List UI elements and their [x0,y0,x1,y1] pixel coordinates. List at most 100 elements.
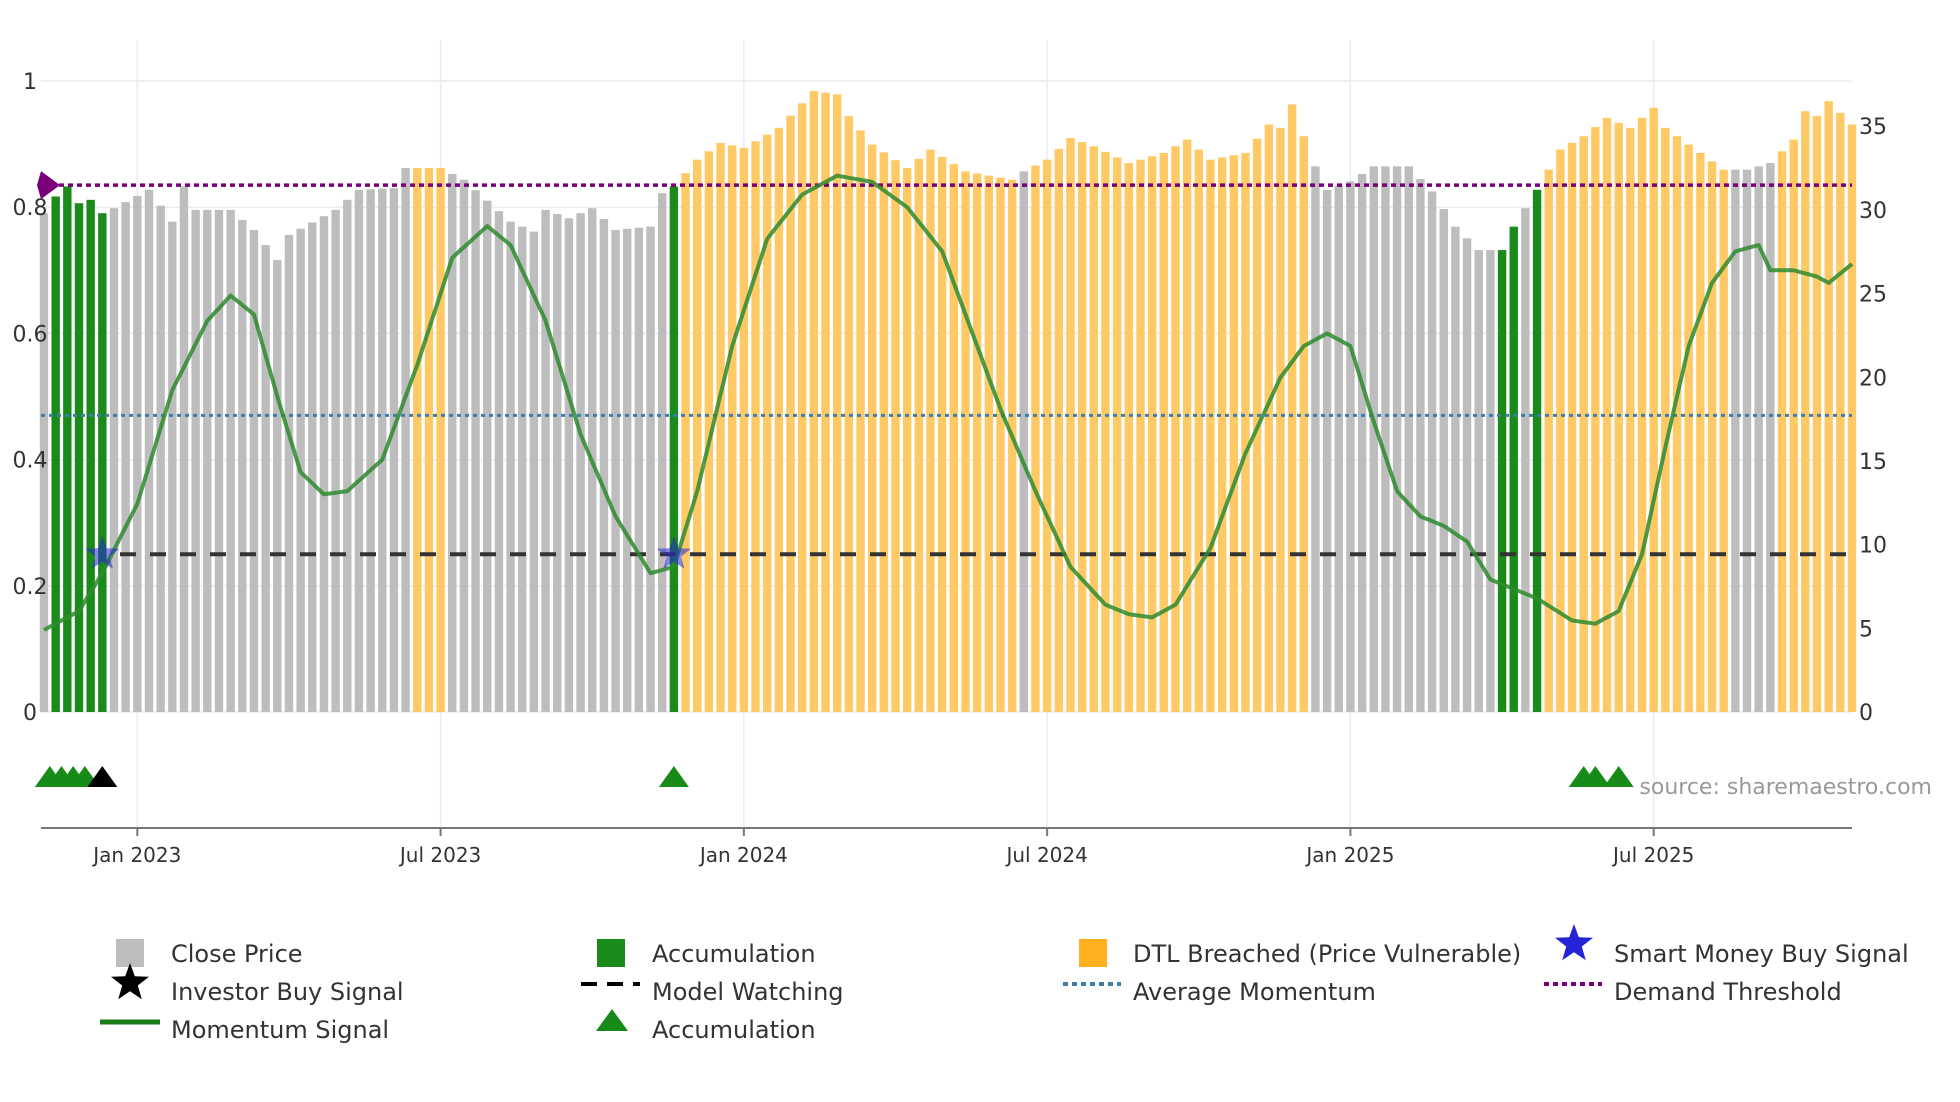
price-bar-close [319,216,329,712]
price-bar-close [494,211,504,712]
price-bar-dtl [821,92,830,713]
price-bar-dtl [949,164,959,712]
price-bar-dtl [937,156,947,712]
legend-item-accumulation-triangle: Accumulation [596,1009,816,1044]
price-bar-accumulation [98,213,107,713]
demand-threshold-marker [37,171,60,200]
price-bar-dtl [1241,152,1250,713]
price-bar-close [354,189,364,713]
price-bar-close [389,188,399,712]
price-bar-dtl [961,171,970,712]
x-tick-label: Jan 2025 [1304,843,1394,867]
y-right-tick-label: 25 [1859,283,1887,308]
price-bar-dtl [1182,139,1192,712]
price-bar-close [529,231,539,712]
price-bar-close [133,195,142,712]
price-bar-dtl [984,175,994,712]
price-bar-dtl [972,173,982,713]
legend-label-dtl-breached: DTL Breached (Price Vulnerable) [1133,940,1521,968]
price-bar-dtl [1579,136,1588,713]
momentum-line [43,173,1854,632]
price-bar-close [203,209,212,712]
price-bar-close [156,205,165,712]
price-bar-close [576,213,585,713]
price-bar-dtl [1194,149,1203,712]
price-bar-accumulation [1497,250,1507,713]
price-bar-close [179,186,189,712]
price-bar-close [1451,226,1460,712]
price-bar-close [1521,208,1530,712]
legend-item-average-momentum: Average Momentum [1063,978,1376,1006]
price-bar-dtl [1707,161,1717,713]
price-bar-close [401,168,410,712]
price-bar-close [366,189,375,713]
price-bar-close [238,219,247,713]
price-bar-dtl [1696,152,1705,713]
price-bar-dtl [797,103,807,712]
price-bar-close [553,214,562,712]
price-bar-close [483,200,492,713]
price-bar-close [1346,181,1355,713]
y-right-tick-label: 15 [1859,450,1887,475]
price-bar-close [564,218,574,712]
legend-item-smart-money: Smart Money Buy Signal [1555,924,1909,968]
price-bar-accumulation [74,203,84,712]
price-bar-dtl [1276,127,1285,713]
price-bar-accumulation [86,199,95,713]
price-bar-close [1381,166,1390,713]
price-bar-dtl [1801,111,1810,712]
price-bar-close [1019,171,1029,712]
price-bar-dtl [1042,159,1052,713]
price-bar-dtl [1229,155,1238,712]
legend-smart-money-star-icon [1555,924,1593,961]
price-bar-dtl [832,94,842,712]
y-left-tick-label: 1 [23,70,37,95]
legend-item-model-watching: Model Watching [581,978,844,1006]
price-bar-dtl [1602,117,1612,712]
legend-swatch-accumulation-bar [597,939,625,967]
price-bar-close [168,221,177,712]
price-bar-dtl [1124,163,1133,712]
price-bar-dtl [751,141,760,712]
reference-lines [37,171,1852,557]
price-bar-close [378,188,387,712]
price-bar-accumulation [1509,226,1518,712]
price-bar-close [623,228,632,712]
price-bar-dtl [1054,148,1064,713]
legend-swatch-dtl-breached [1079,939,1107,967]
price-bar-dtl [681,173,690,712]
price-bar-dtl [1112,157,1122,712]
price-bar-dtl [1824,101,1833,712]
price-bar-dtl [1077,142,1087,713]
price-bar-dtl [867,144,877,713]
legend-label-accumulation-triangle: Accumulation [652,1016,816,1044]
price-bar-close [541,209,550,712]
y-left-tick-label: 0.2 [13,575,48,600]
price-bar-close [1462,238,1472,712]
x-tick-label: Jan 2024 [698,843,788,867]
price-bar-dtl [693,159,702,713]
y-right-tick-label: 20 [1859,366,1887,391]
smart-money-star [85,536,120,569]
price-bar-dtl [856,130,865,712]
price-bar-dtl [704,151,714,713]
price-bar-close [1357,173,1367,712]
price-bar-close [1742,169,1752,712]
price-bar-dtl [1567,142,1577,712]
price-bar-close [471,190,480,712]
source-label: source: sharemaestro.com [1639,775,1932,800]
accumulation-triangle [1603,766,1634,787]
x-tick-label: Jan 2023 [91,843,181,867]
legend-swatch-close-price [116,939,144,967]
legend-label-average-momentum: Average Momentum [1133,978,1376,1006]
price-bar-accumulation [1532,189,1542,713]
price-bar-close [1439,209,1448,713]
price-bar-dtl [1206,159,1215,713]
price-bar-dtl [1066,137,1075,712]
x-tick-label: Jul 2024 [1004,843,1087,867]
price-bar-close [634,227,644,713]
price-bar-close [1322,189,1332,713]
price-bar-dtl [1777,151,1787,713]
